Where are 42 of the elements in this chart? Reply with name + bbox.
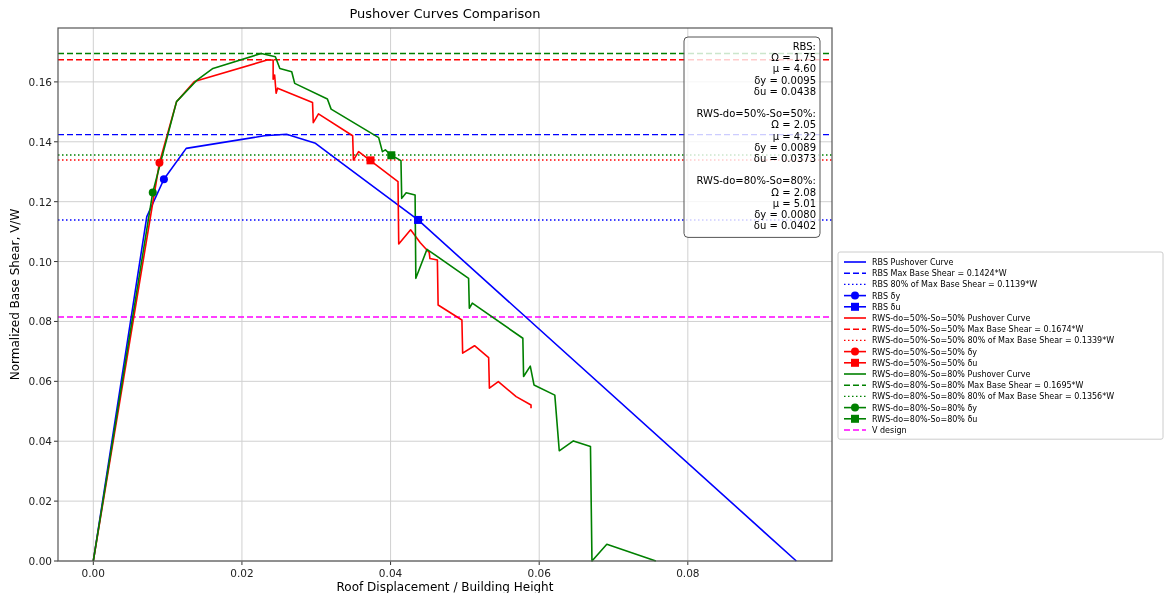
- legend-label: RBS δu: [872, 302, 901, 312]
- point: [155, 158, 164, 167]
- legend-label: RWS-do=80%-So=80% Pushover Curve: [872, 370, 1031, 379]
- x-axis-title: Roof Displacement / Building Height: [336, 580, 554, 593]
- point: [148, 188, 157, 197]
- legend-label: RWS-do=50%-So=50% Pushover Curve: [872, 314, 1031, 323]
- legend-label: RBS Max Base Shear = 0.1424*W: [872, 269, 1007, 279]
- y-tick-label: 0.12: [28, 195, 52, 208]
- x-tick-label: 0.02: [230, 567, 254, 579]
- legend-label: RWS-do=50%-So=50% δu: [872, 358, 978, 368]
- y-tick-label: 0.04: [28, 435, 53, 448]
- chart-title: Pushover Curves Comparison: [349, 6, 541, 21]
- legend-label: RWS-do=80%-So=80% δu: [872, 414, 978, 424]
- y-axis-title: Normalized Base Shear, V/W: [8, 208, 22, 381]
- y-tick-label: 0.00: [28, 555, 52, 567]
- x-tick-label: 0.04: [378, 567, 403, 579]
- legend-label: RWS-do=80%-So=80% 80% of Max Base Shear = 0.1356*W: [872, 392, 1115, 402]
- legend-label: RBS Pushover Curve: [872, 258, 954, 267]
- point: [387, 151, 396, 160]
- legend-label: RBS δy: [872, 291, 901, 301]
- y-tick-label: 0.06: [28, 375, 53, 388]
- y-tick-label: 0.14: [28, 135, 53, 148]
- y-tick-label: 0.02: [28, 495, 52, 508]
- legend-label: RWS-do=50%-So=50% Max Base Shear = 0.1674*W: [872, 325, 1084, 335]
- annotation: RWS-do=80%-So=80%: Ω = 2.08 μ = 5.01 δy = 0.0080 δu = 0.0402: [696, 175, 816, 232]
- annotation: RWS-do=50%-So=50%: Ω = 2.05 μ = 4.22 δy = 0.0089 δu = 0.0373: [696, 108, 816, 164]
- point: [159, 175, 168, 184]
- legend-label: RBS 80% of Max Base Shear = 0.1139*W: [872, 280, 1038, 290]
- point: [414, 215, 423, 224]
- y-tick-label: 0.10: [28, 255, 52, 268]
- legend-label: RWS-do=80%-So=80% Max Base Shear = 0.1695*W: [872, 381, 1084, 391]
- x-tick-label: 0.00: [81, 567, 105, 579]
- y-tick-label: 0.08: [28, 315, 52, 328]
- x-tick-label: 0.06: [527, 567, 552, 579]
- point: [366, 156, 375, 165]
- legend-label: RWS-do=50%-So=50% 80% of Max Base Shear = 0.1339*W: [872, 336, 1115, 346]
- legend-label: RWS-do=50%-So=50% δy: [872, 347, 978, 357]
- x-tick-label: 0.08: [676, 567, 700, 579]
- annotation: RBS: Ω = 1.75 μ = 4.60 δy = 0.0095 δu = 0.0438: [753, 41, 816, 97]
- legend-label: V design: [872, 426, 907, 435]
- y-tick-label: 0.16: [28, 75, 53, 88]
- legend-label: RWS-do=80%-So=80% δy: [872, 403, 978, 413]
